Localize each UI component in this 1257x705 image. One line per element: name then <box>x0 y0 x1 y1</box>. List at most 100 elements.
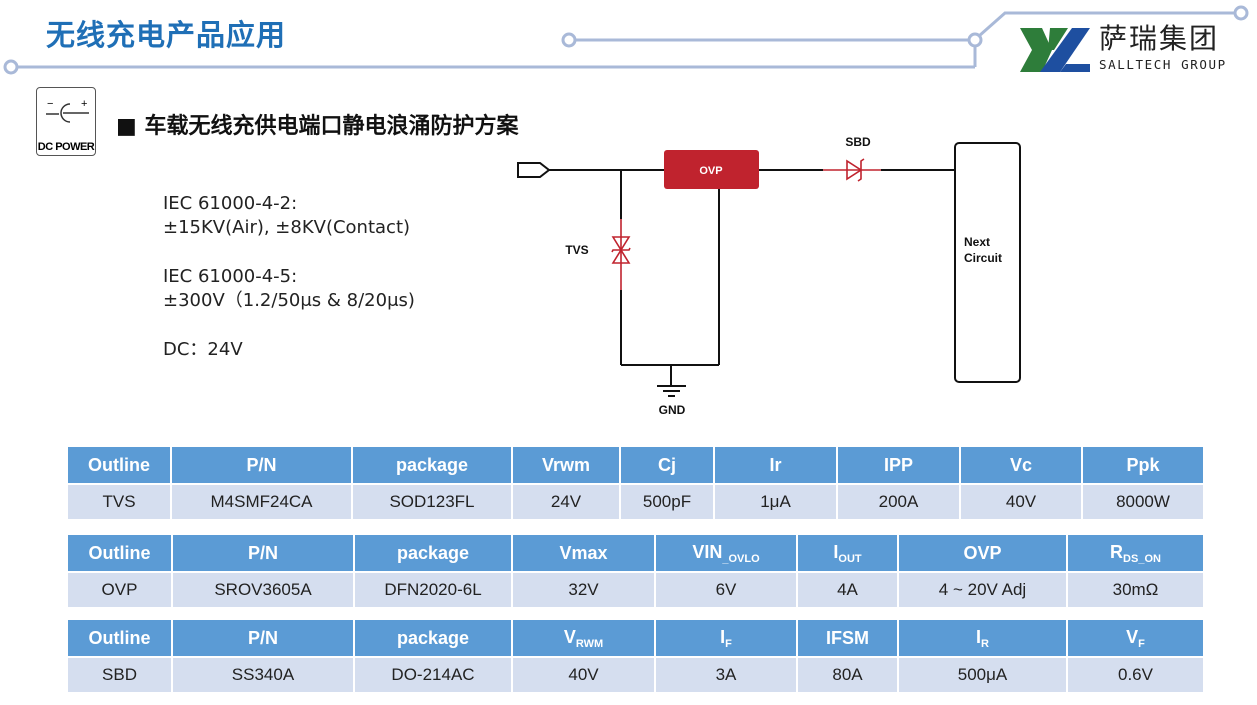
header-text: Cj <box>658 454 676 475</box>
table-cell: DO-214AC <box>355 658 511 692</box>
table-row: OVP SROV3605A DFN2020-6L 32V 6V 4A 4 ~ 20V Adj… <box>68 573 1203 607</box>
header-text: VIN <box>692 541 723 562</box>
column-header: P/N <box>173 535 353 571</box>
next-circuit-label-1: Next <box>964 235 990 249</box>
column-header: RDS_ON <box>1068 535 1203 571</box>
dc-power-icon: − + DC POWER <box>36 87 96 156</box>
column-header: VRWM <box>513 620 654 656</box>
ovp-block <box>664 150 759 189</box>
table-cell: 3A <box>656 658 796 692</box>
header-text: I <box>833 541 839 562</box>
spec-dc: DC：24V <box>163 339 243 360</box>
sbd-diode-icon <box>846 159 863 181</box>
input-port-icon <box>517 162 551 178</box>
table-cell: 40V <box>961 485 1081 519</box>
column-header: P/N <box>173 620 353 656</box>
header-text: Outline <box>88 627 151 648</box>
header-text: R <box>1110 541 1124 562</box>
plus-sign: + <box>81 98 88 110</box>
column-header: IF <box>656 620 796 656</box>
header-text: package <box>395 454 469 475</box>
table-cell: 4A <box>798 573 897 607</box>
table-row: TVS M4SMF24CA SOD123FL 24V 500pF 1μA 200A 40V 80… <box>68 485 1203 519</box>
header-text: Ir <box>769 454 782 475</box>
header-text: Outline <box>88 454 150 475</box>
table-header-row: Outline P/N package Vrwm Cj Ir IPP Vc Ppk <box>68 447 1203 483</box>
header-text: IFSM <box>826 627 869 648</box>
header-text: Vc <box>1009 454 1033 475</box>
column-header: IPP <box>838 447 959 483</box>
table-cell: TVS <box>68 485 170 519</box>
table-cell: DFN2020-6L <box>355 573 511 607</box>
tvs-label: TVS <box>565 243 588 257</box>
header-text: Vrwm <box>541 454 591 475</box>
header-text: Vmax <box>559 542 608 563</box>
column-header: Outline <box>68 535 171 571</box>
next-circuit-label-2: Circuit <box>964 251 1002 265</box>
header-text: P/N <box>247 542 278 563</box>
next-circuit-block <box>954 142 1021 383</box>
section-heading: ■ 车载无线充供电端口静电浪涌防护方案 <box>116 114 519 139</box>
sbd-spec-table: Outline P/N package VRWM IF IFSM IR VF SBD SS340… <box>66 618 1205 694</box>
gnd-label: GND <box>659 403 686 417</box>
table-cell: 500pF <box>621 485 713 519</box>
column-header: Ppk <box>1083 447 1203 483</box>
column-header: VIN_OVLO <box>656 535 796 571</box>
column-header: VF <box>1068 620 1203 656</box>
table-cell: SROV3605A <box>173 573 353 607</box>
tvs-spec-table: Outline P/N package Vrwm Cj Ir IPP Vc Ppk TVS M4S… <box>66 445 1205 521</box>
table-cell: 30mΩ <box>1068 573 1203 607</box>
spec-surge-value: ±300V（1.2/50μs & 8/20μs) <box>163 290 415 311</box>
column-header: IOUT <box>798 535 897 571</box>
header-text: I <box>976 626 982 647</box>
table-cell: 8000W <box>1083 485 1203 519</box>
column-header: Vc <box>961 447 1081 483</box>
logo-english-name: SALLTECH GROUP <box>1099 57 1227 72</box>
column-header: package <box>355 535 511 571</box>
header-text: package <box>396 627 470 648</box>
table-cell: 200A <box>838 485 959 519</box>
table-header-row: Outline P/N package VRWM IF IFSM IR VF <box>68 620 1203 656</box>
column-header: OVP <box>899 535 1066 571</box>
ovp-spec-table: Outline P/N package Vmax VIN_OVLO IOUT OVP RDS_… <box>66 533 1205 609</box>
header-subscript: OUT <box>838 552 862 565</box>
header-text: IPP <box>883 454 913 475</box>
table-cell: 80A <box>798 658 897 692</box>
header-text: I <box>720 626 726 647</box>
table-cell: 500μA <box>899 658 1066 692</box>
table-cell: 0.6V <box>1068 658 1203 692</box>
header-text: P/N <box>246 454 277 475</box>
header-text: Outline <box>88 542 151 563</box>
table-cell: 40V <box>513 658 654 692</box>
minus-sign: − <box>47 98 54 110</box>
table-cell: OVP <box>68 573 171 607</box>
header-text: P/N <box>247 627 278 648</box>
spec-esd-value: ±15KV(Air), ±8KV(Contact) <box>163 217 411 238</box>
column-header: package <box>355 620 511 656</box>
page-title: 无线充电产品应用 <box>46 18 287 52</box>
table-cell: SS340A <box>173 658 353 692</box>
company-logo-icon <box>1020 28 1090 72</box>
table-cell: SBD <box>68 658 171 692</box>
table-cell: M4SMF24CA <box>172 485 351 519</box>
header-subscript: R <box>981 637 989 650</box>
header-subscript: F <box>1138 637 1145 650</box>
header-text: V <box>563 626 576 647</box>
dc-power-label: DC POWER <box>37 141 95 153</box>
table-header-row: Outline P/N package Vmax VIN_OVLO IOUT OVP RDS_… <box>68 535 1203 571</box>
table-cell: 6V <box>656 573 796 607</box>
table-cell: SOD123FL <box>353 485 511 519</box>
column-header: Outline <box>68 620 171 656</box>
header-text: V <box>1126 626 1139 647</box>
table-cell: 4 ~ 20V Adj <box>899 573 1066 607</box>
column-header: Outline <box>68 447 170 483</box>
column-header: Ir <box>715 447 836 483</box>
spec-surge-title: IEC 61000-4-5: <box>163 266 298 287</box>
decorative-trace-lines <box>3 5 1249 75</box>
logo-chinese-name: 萨瑞集团 <box>1099 22 1220 55</box>
column-header: P/N <box>172 447 351 483</box>
table-cell: 1μA <box>715 485 836 519</box>
table-cell: 24V <box>513 485 619 519</box>
spec-surge: IEC 61000-4-5: ±300V（1.2/50μs & 8/20μs) <box>163 265 415 313</box>
header-text: package <box>396 542 470 563</box>
